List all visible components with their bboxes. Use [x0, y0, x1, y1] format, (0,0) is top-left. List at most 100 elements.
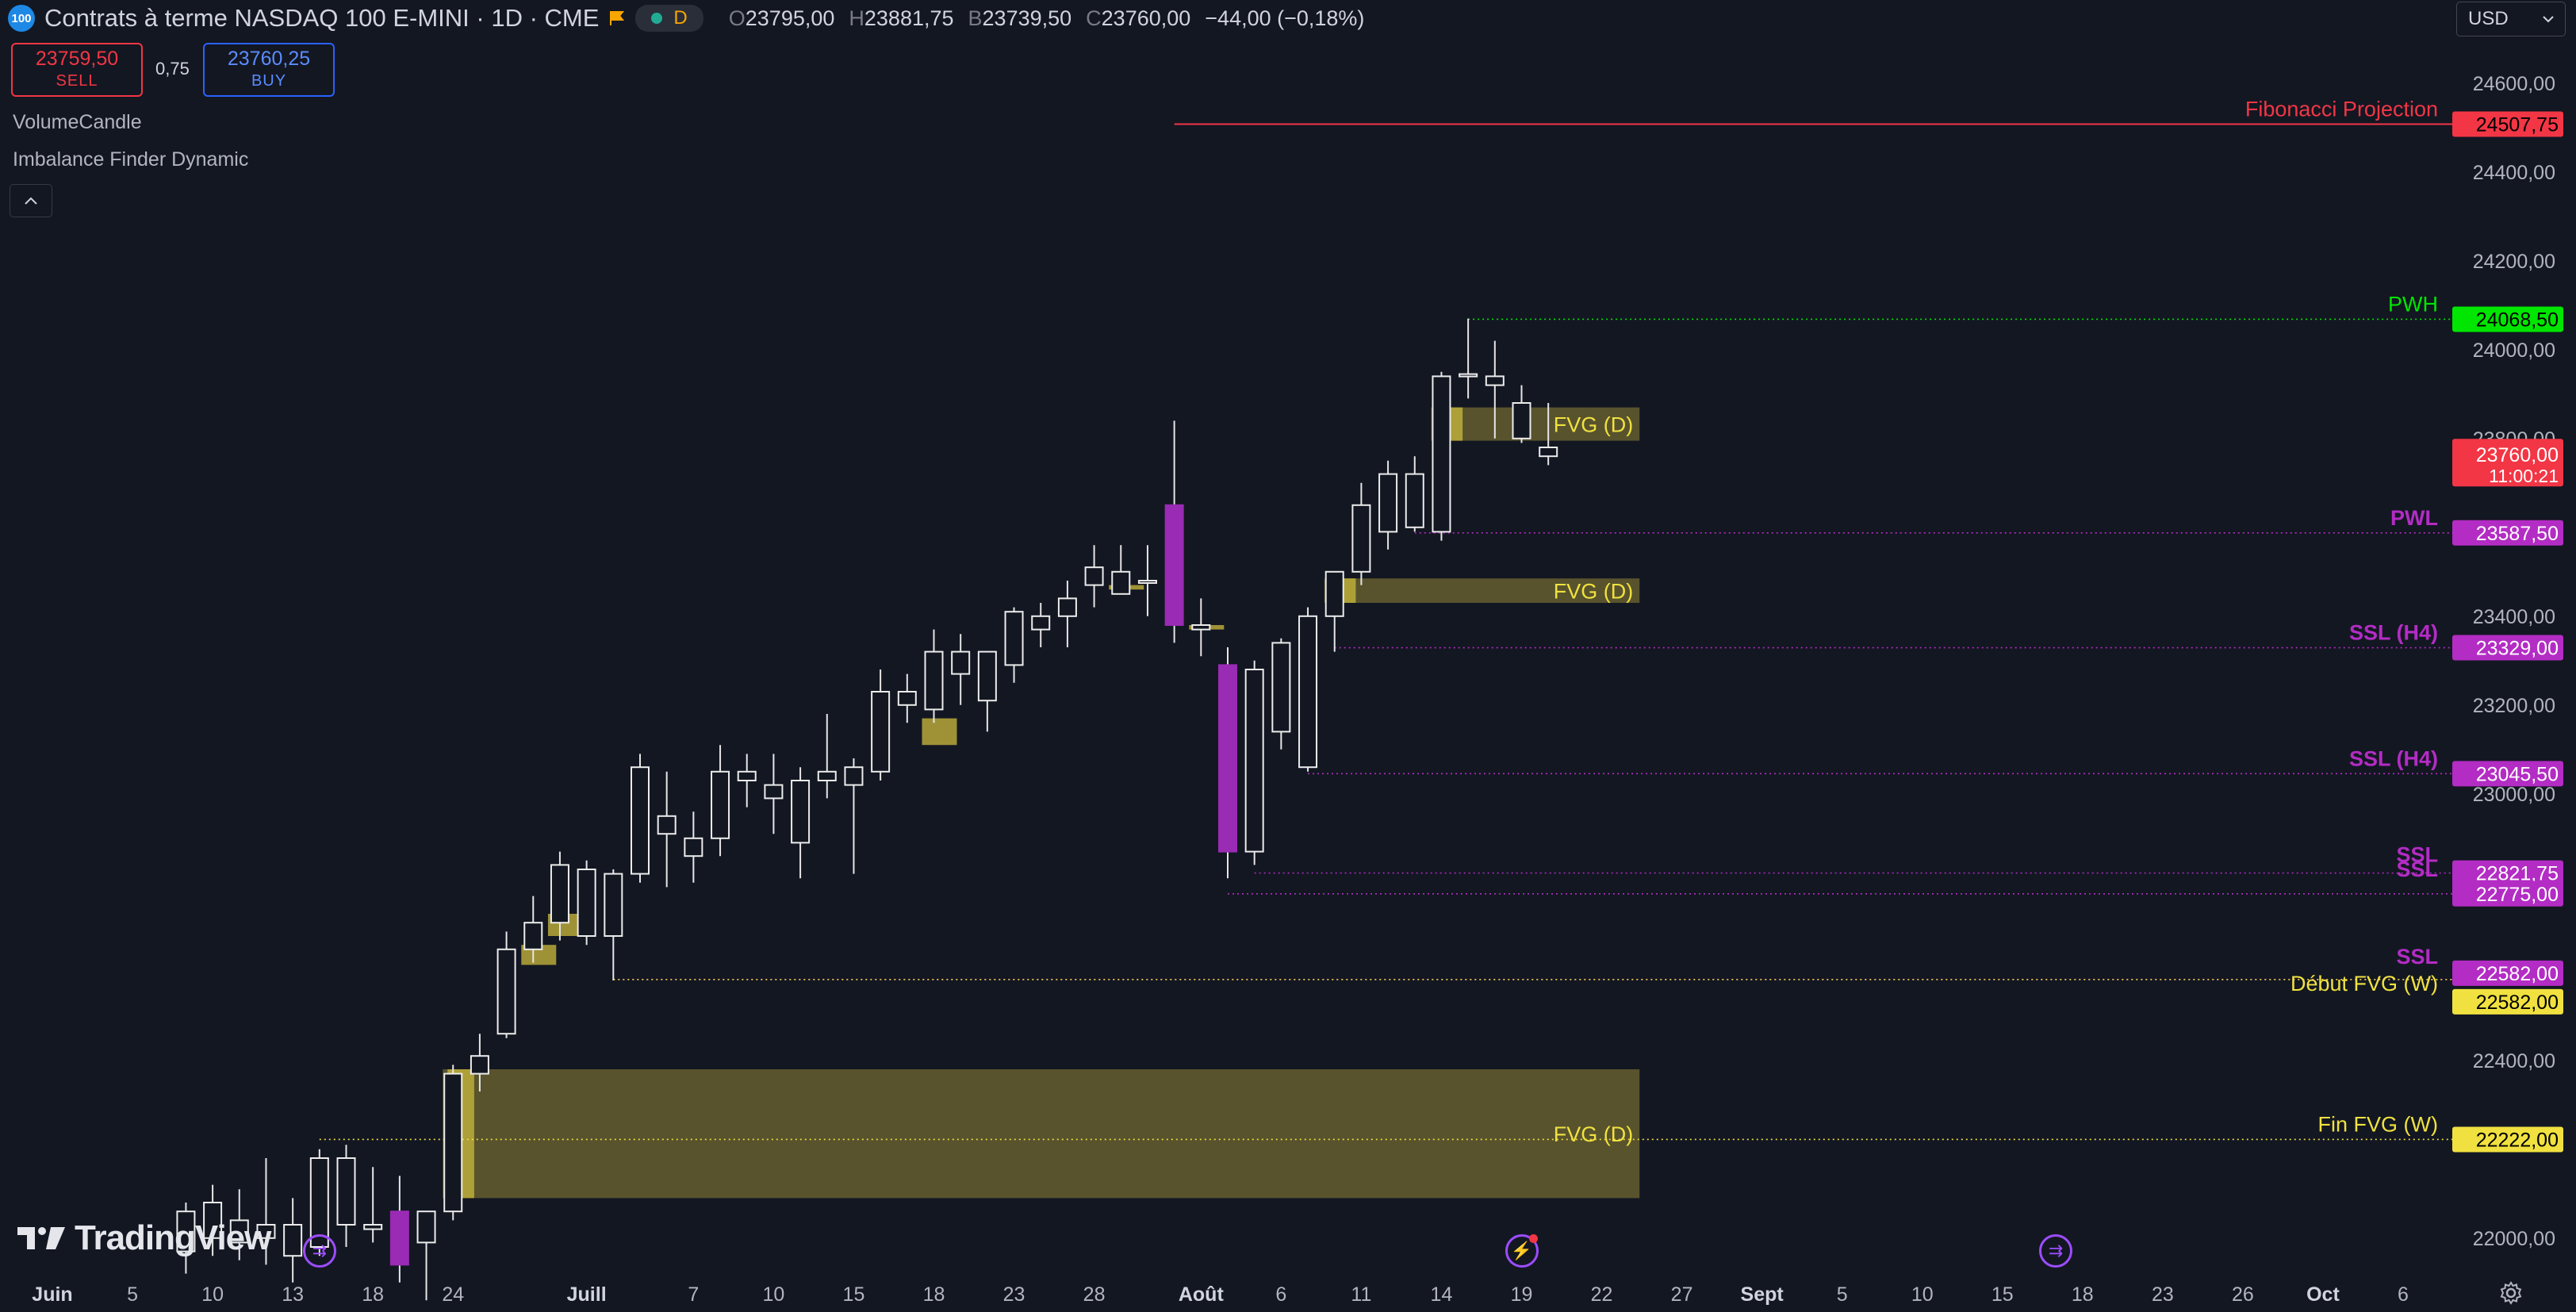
candle-body [1512, 402, 1531, 439]
time-tick-label: 7 [688, 1283, 699, 1306]
time-tick-label: 13 [282, 1283, 304, 1306]
price-tick-label: 24600,00 [2473, 73, 2555, 95]
indicator-volumecandle[interactable]: VolumeCandle [13, 111, 142, 133]
time-tick-label: 23 [1003, 1283, 1025, 1306]
candle-body [1351, 504, 1371, 573]
level-tag-3 [2452, 635, 2563, 661]
candle-body [844, 766, 864, 786]
current-price-value: 23760,00 [2476, 444, 2559, 466]
time-tick-label: 6 [1275, 1283, 1286, 1306]
candle-body [363, 1224, 383, 1230]
level-tag-value-6: 22775,00 [2476, 884, 2559, 906]
candle-body [1057, 597, 1077, 617]
candle-body [764, 784, 784, 800]
level-tag-value-0: 24507,75 [2476, 113, 2559, 136]
candle-body [1244, 669, 1264, 853]
tradingview-wordmark: TradingView [75, 1218, 271, 1257]
time-tick-label: Sept [1741, 1283, 1784, 1306]
time-tick-label: 10 [201, 1283, 224, 1306]
collapse-indicators-button[interactable] [10, 184, 52, 217]
candle-body [283, 1224, 303, 1257]
level-label-7: SSL [2396, 945, 2438, 969]
level-tag-6 [2452, 880, 2563, 907]
currency-label: USD [2468, 8, 2509, 29]
level-label-3: SSL (H4) [2349, 621, 2438, 645]
level-tag-value-9: 22222,00 [2476, 1129, 2559, 1151]
close-value: 23760,00 [1101, 6, 1191, 30]
level-tag-2 [2452, 520, 2563, 546]
candle-body [1004, 611, 1024, 666]
time-tick-label: 10 [763, 1283, 785, 1306]
currency-select[interactable]: USD [2456, 2, 2566, 36]
candle-body [1459, 373, 1478, 378]
split-event-icon[interactable]: ⇉ [302, 1234, 336, 1268]
spread-value: 0,75 [155, 59, 190, 79]
candle-body [550, 864, 569, 924]
time-tick-label: 27 [1671, 1283, 1693, 1306]
time-tick-label: Août [1179, 1283, 1225, 1306]
candle-body [604, 873, 623, 937]
level-tag-value-3: 23329,00 [2476, 638, 2559, 660]
market-open-dot-icon [651, 13, 663, 24]
level-label-5: SSL [2396, 843, 2438, 867]
earnings-event-icon[interactable]: ⚡ [1505, 1234, 1539, 1268]
candle-body [1137, 580, 1157, 584]
time-tick-label: 5 [1837, 1283, 1848, 1306]
fvg-label-1: FVG (D) [1554, 580, 1634, 604]
fvg-zone-2 [1431, 407, 1640, 441]
gear-icon[interactable] [2498, 1280, 2524, 1306]
candle-body [924, 650, 944, 711]
symbol-logo[interactable]: 100 [8, 5, 35, 32]
tradingview-watermark[interactable]: TradingView [16, 1218, 271, 1258]
time-tick-label: 14 [1431, 1283, 1453, 1306]
time-tick-label: 18 [923, 1283, 945, 1306]
level-tag-5 [2452, 860, 2563, 886]
level-tag-9 [2452, 1126, 2563, 1153]
level-tag-value-2: 23587,50 [2476, 523, 2559, 545]
candle-body [176, 1210, 196, 1253]
candle-body [1539, 447, 1558, 458]
change-value: −44,00 (−0,18%) [1205, 6, 1365, 30]
candle-body [951, 650, 971, 675]
candle-body [871, 691, 891, 773]
level-tag-8 [2452, 988, 2563, 1015]
level-label-0: Fibonacci Projection [2245, 97, 2438, 121]
sell-label: SELL [56, 72, 98, 90]
split-event-icon[interactable]: ⇉ [2039, 1234, 2073, 1268]
market-status-pill[interactable]: D [635, 5, 703, 32]
time-tick-label: 24 [442, 1283, 464, 1306]
candle-body [1164, 504, 1184, 626]
candle-body [711, 770, 730, 839]
chart-header: 100 Contrats à terme NASDAQ 100 E-MINI ·… [8, 3, 1364, 33]
candle-body [229, 1219, 249, 1244]
time-tick-label: Juill [567, 1283, 607, 1306]
flag-icon[interactable] [608, 10, 626, 27]
price-tick-label: 24400,00 [2473, 162, 2555, 184]
level-tag-value-8: 22582,00 [2476, 992, 2559, 1014]
indicator-imbalance-finder[interactable]: Imbalance Finder Dynamic [13, 148, 249, 171]
candle-body [1378, 473, 1398, 533]
candle-body [1218, 664, 1237, 853]
buy-button[interactable]: 23760,25 BUY [203, 43, 335, 97]
level-label-2: PWL [2390, 506, 2438, 530]
time-tick-label: 19 [1511, 1283, 1533, 1306]
level-tag-1 [2452, 306, 2563, 332]
level-label-6: SSL [2396, 857, 2438, 881]
price-tick-label: 24000,00 [2473, 340, 2555, 362]
candle-body [203, 1202, 223, 1239]
ohlc-readout: O23795,00 H23881,75 B23739,50 C23760,00 … [728, 6, 1365, 30]
candle-body [1271, 642, 1291, 733]
level-tag-4 [2452, 761, 2563, 787]
bar-countdown: 11:00:21 [2489, 466, 2559, 486]
sell-button[interactable]: 23759,50 SELL [11, 43, 143, 97]
candle-body [791, 780, 811, 844]
candle-body [1405, 473, 1424, 528]
symbol-title[interactable]: Contrats à terme NASDAQ 100 E-MINI · 1D … [44, 4, 600, 32]
candle-body [496, 948, 516, 1035]
candle-body [1084, 566, 1104, 586]
price-tick-label: 22000,00 [2473, 1228, 2555, 1250]
time-tick-label: 11 [1351, 1283, 1371, 1306]
time-tick-label: 26 [2232, 1283, 2254, 1306]
level-label-1: PWH [2388, 292, 2438, 316]
